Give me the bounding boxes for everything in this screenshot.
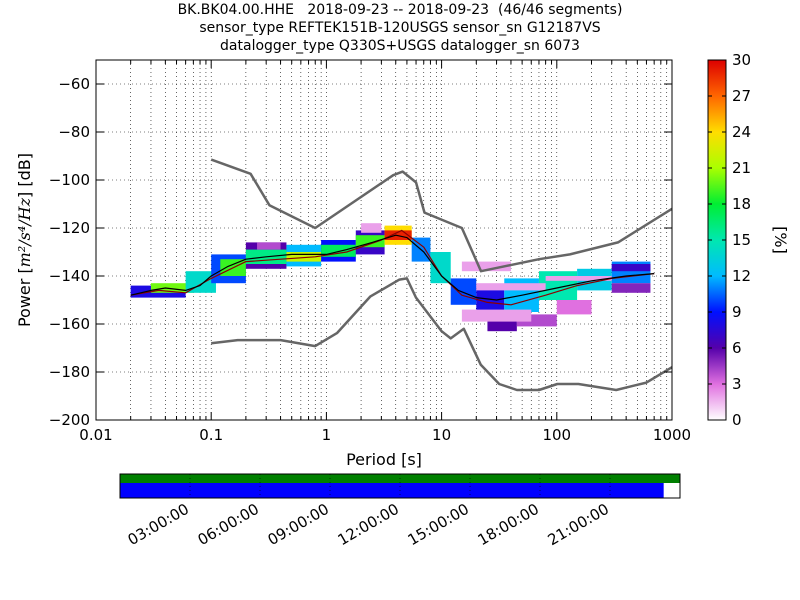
plot-frame [95,59,673,421]
colorbar-tick-label: 15 [732,231,751,249]
timeline-data-bar [120,483,664,498]
y-tick-label: −60 [58,75,90,93]
density-cell [361,223,382,233]
x-tick-label: 1 [322,426,332,444]
density-cell [461,309,532,322]
density-cell [321,244,356,257]
x-tick-label: 0.1 [199,426,223,444]
timeline-tick-label: 03:00:00 [125,500,192,549]
mode-curve [130,229,655,306]
title-line-2: sensor_type REFTEK151B-120USGS sensor_sn… [199,20,601,36]
colorbar-tick-label: 27 [732,87,751,105]
density-cell [286,252,322,262]
title-line-1: BK.BK04.00.HHE 2018-09-23 -- 2018-09-23 … [177,2,623,18]
x-tick-label: 1000 [653,426,691,444]
noise-model-high-curve [210,158,672,273]
x-tick-label: 0.01 [79,426,112,444]
colorbar-tick-label: 0 [732,411,742,429]
density-cell [257,242,281,250]
y-axis-label-units: m²/s⁴/Hz [15,197,34,267]
density-cell [150,283,194,293]
noise-model-low-curve [211,277,672,392]
title-line-3: datalogger_type Q330S+USGS datalogger_sn… [220,38,580,54]
y-tick-label: −80 [58,123,90,141]
timeline-tick-label: 21:00:00 [545,500,612,549]
colorbar-tick-label: 18 [732,195,751,213]
timeline: 03:00:00 06:00:00 09:00:00 12:00:00 15:00:00… [119,473,681,549]
colorbar-tick-label: 30 [732,51,751,69]
density-cell [430,252,451,284]
timeline-tick-label: 18:00:00 [475,500,542,549]
colorbar-label: [%] [771,226,790,254]
y-axis-label-prefix: Power [ [15,267,34,327]
colorbar-tick-label: 24 [732,123,751,141]
colorbar-tick-label: 9 [732,303,742,321]
density-cell [461,261,511,272]
y-tick-label: −200 [49,411,90,429]
density-cell [476,283,546,291]
density-cell [556,300,592,315]
y-axis-label: Power [m²/s⁴/Hz] [dB] [15,153,34,327]
colorbar-tick-label: 21 [732,159,751,177]
colorbar-tick-label: 6 [732,339,742,357]
y-tick-label: −140 [49,267,90,285]
colorbar-tick-label: 3 [732,375,742,393]
density-layer [130,223,651,332]
density-cell [611,283,651,293]
density-cell [545,276,612,281]
y-tick-label: −100 [49,171,90,189]
timeline-tick-label: 15:00:00 [405,500,472,549]
density-cell [450,278,477,305]
timeline-tick-label: 06:00:00 [195,500,262,549]
timeline-tick-label: 12:00:00 [335,500,402,549]
y-axis-label-suffix: ] [dB] [15,153,34,198]
density-cell [355,235,385,248]
curve-layer [130,158,672,392]
axis-layer: 0.01 0.1 1 10 100 1000 −60 −80 −100 −120 −140 −160 −… [49,60,691,444]
y-tick-label: −120 [49,219,90,237]
y-tick-label: −180 [49,363,90,381]
timeline-tick-label: 09:00:00 [265,500,332,549]
x-tick-label: 10 [432,426,451,444]
y-tick-label: −160 [49,315,90,333]
x-tick-label: 100 [542,426,571,444]
x-axis-label: Period [s] [346,450,422,469]
density-cell [611,264,651,272]
colorbar-tick-label: 12 [732,267,751,285]
median-curve [130,234,655,301]
colorbar-ticks: 0 3 6 9 12 15 18 21 24 27 30 [708,51,751,429]
